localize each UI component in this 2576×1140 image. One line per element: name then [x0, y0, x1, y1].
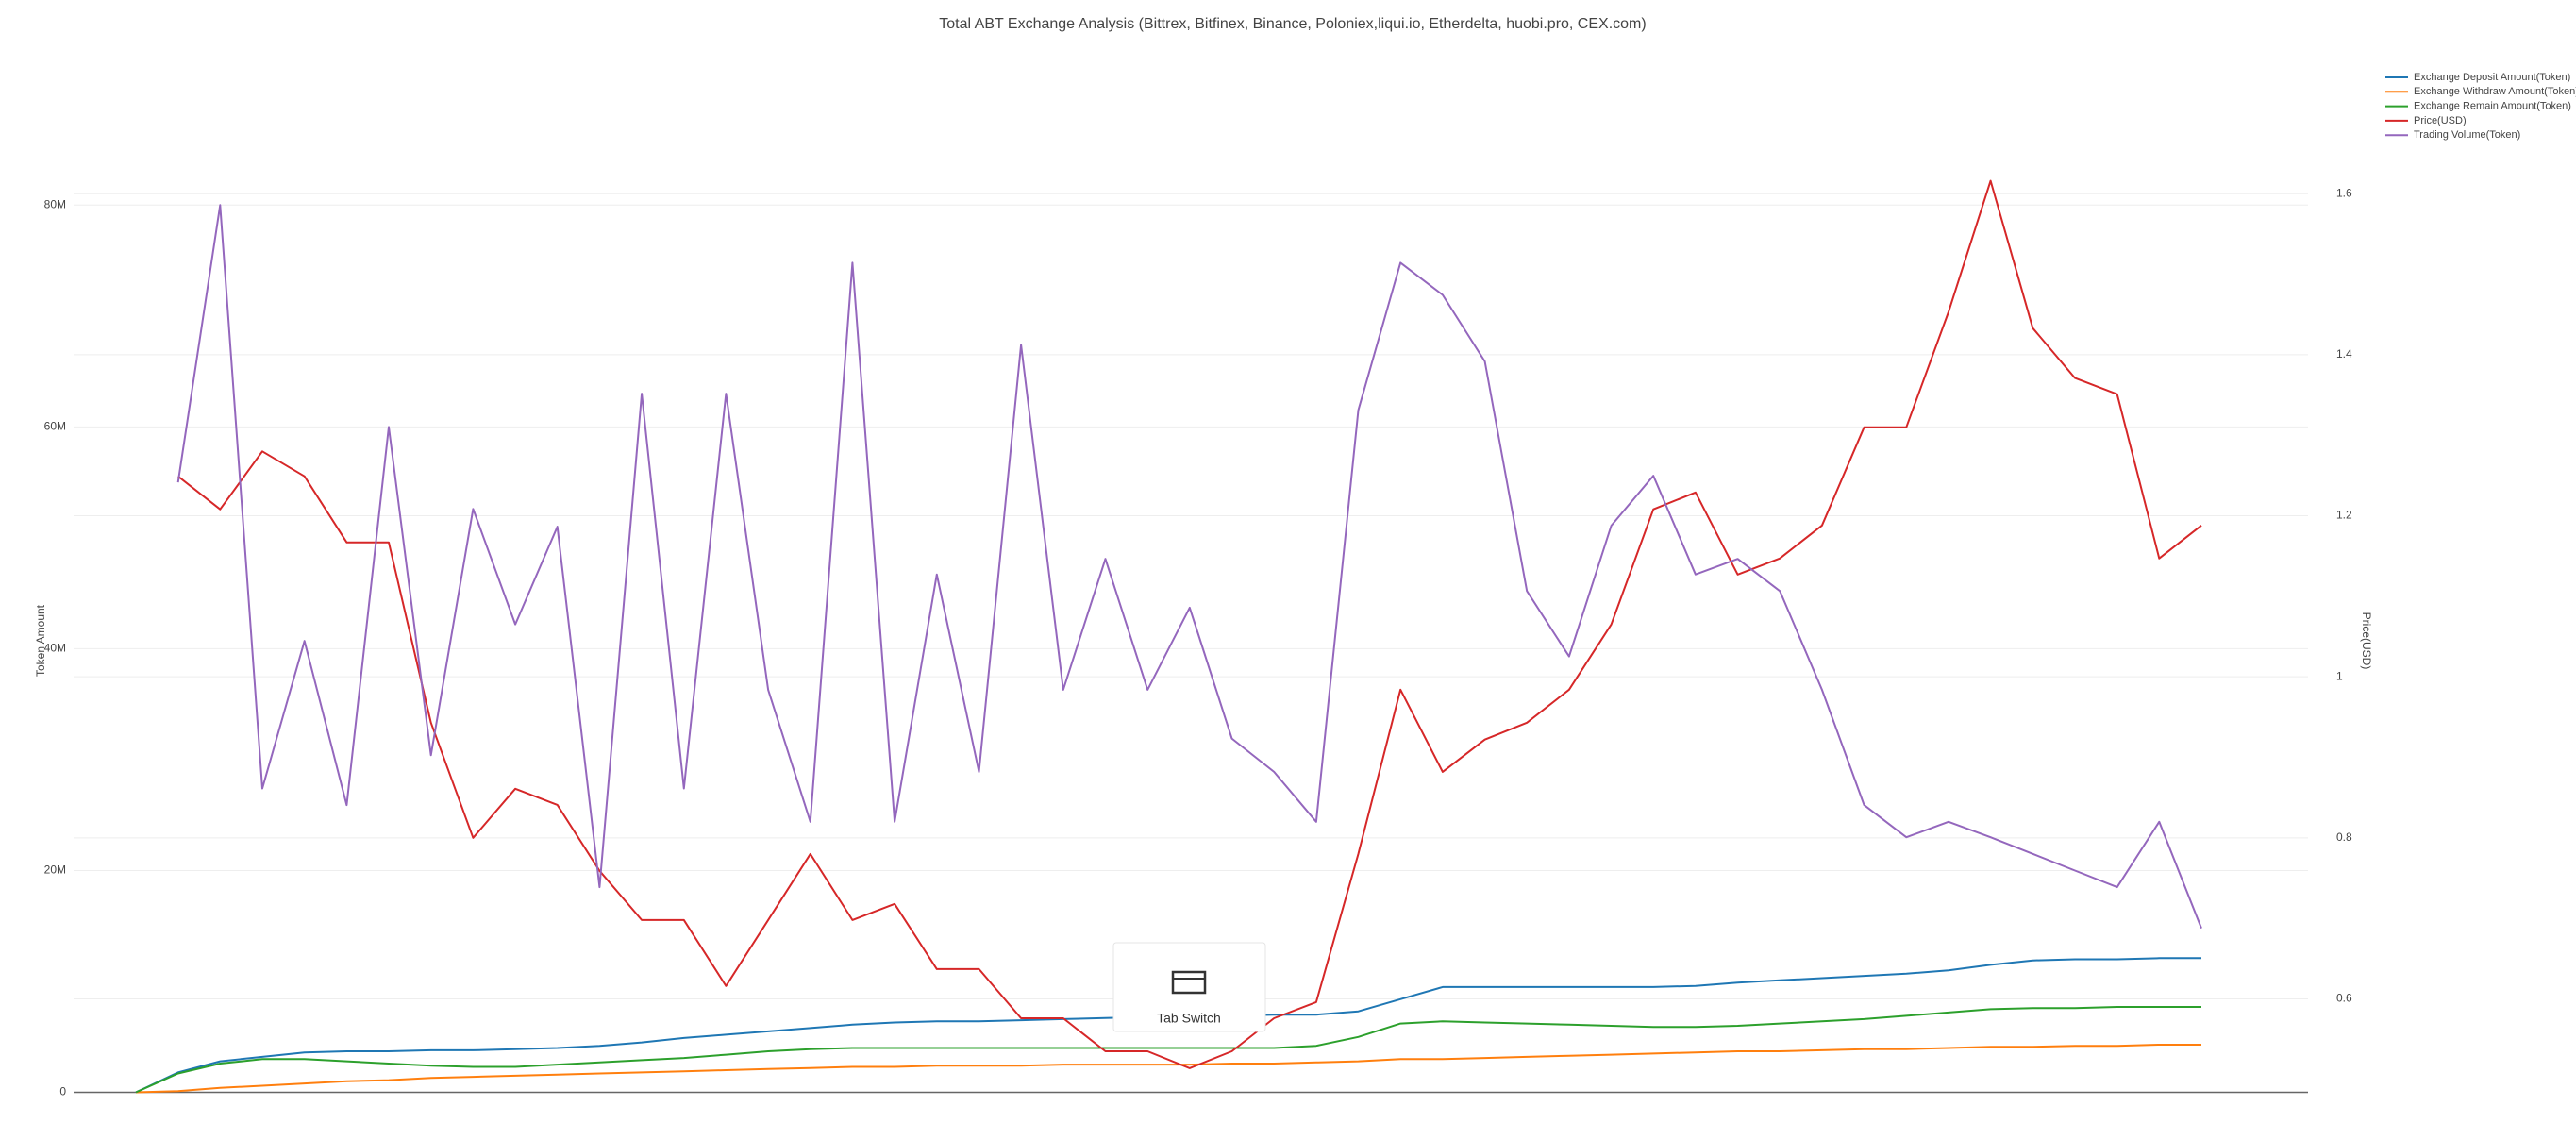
y-tick-label: 80M [44, 197, 66, 210]
y-axis-title: Token Amount [34, 604, 47, 677]
y-tick-label: 20M [44, 863, 66, 877]
y2-tick-label: 1.6 [2336, 186, 2352, 199]
tab-switch-overlay[interactable]: Tab Switch [1112, 942, 1266, 1032]
chart-title: Total ABT Exchange Analysis (Bittrex, Bi… [939, 16, 1646, 32]
y2-tick-label: 1 [2336, 669, 2343, 682]
y-tick-label: 40M [44, 642, 66, 655]
legend-label: Price(USD) [2414, 115, 2467, 126]
legend-label: Exchange Remain Amount(Token) [2414, 101, 2571, 112]
legend-label: Exchange Withdraw Amount(Token) [2414, 86, 2576, 97]
legend: Exchange Deposit Amount(Token) Exchange W… [2385, 72, 2576, 141]
series-line [135, 1006, 2201, 1094]
overlay-box[interactable] [1112, 942, 1266, 1032]
overlay-label[interactable]: Tab Switch [1157, 1011, 1221, 1026]
overlay-icon [1171, 970, 1207, 995]
y2-tick-label: 0.6 [2336, 992, 2352, 1005]
legend-label: Trading Volume(Token) [2414, 129, 2520, 141]
grid [74, 193, 2308, 1094]
y-tick-label: 0 [59, 1085, 66, 1098]
series-line [177, 179, 2202, 1069]
y2-tick-label: 0.8 [2336, 830, 2352, 844]
series-line [176, 204, 2202, 929]
series-line [135, 1044, 2201, 1094]
legend-label: Exchange Deposit Amount(Token) [2414, 72, 2570, 83]
y2-axis-title: Price(USD) [2360, 612, 2373, 670]
y2-tick-label: 1.4 [2336, 347, 2352, 360]
y-tick-label: 60M [44, 420, 66, 433]
y2-tick-label: 1.2 [2336, 509, 2352, 522]
